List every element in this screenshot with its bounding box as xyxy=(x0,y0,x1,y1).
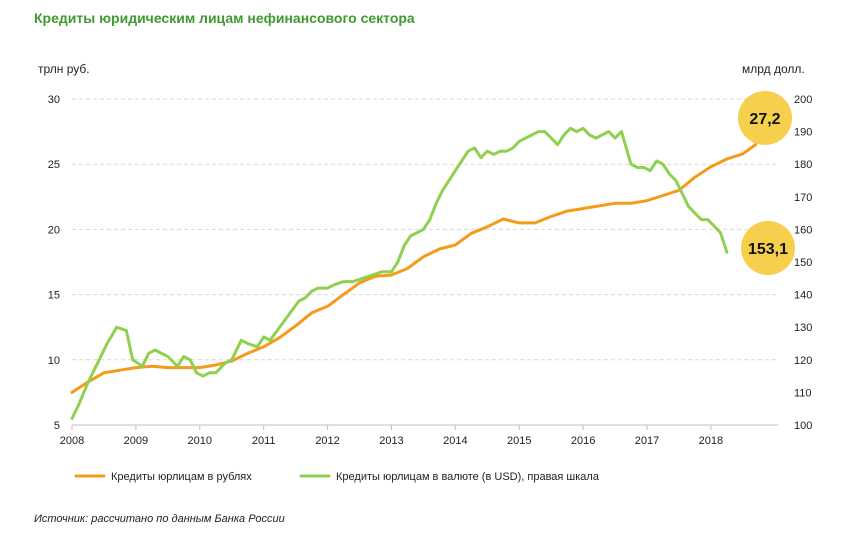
right-axis-unit: млрд долл. xyxy=(742,62,805,76)
right-tick-label: 110 xyxy=(794,387,812,399)
x-tick-label: 2016 xyxy=(571,435,595,447)
x-tick-label: 2018 xyxy=(699,435,723,447)
legend-usd-label: Кредиты юрлицам в валюте (в USD), правая… xyxy=(336,471,600,483)
x-tick-label: 2009 xyxy=(124,435,148,447)
x-tick-label: 2010 xyxy=(188,435,212,447)
left-tick-label: 5 xyxy=(54,420,60,432)
right-tick-label: 190 xyxy=(794,127,812,139)
usd-series-line xyxy=(70,126,729,420)
rub-series-line xyxy=(70,143,758,394)
left-tick-label: 25 xyxy=(48,159,60,171)
x-tick-label: 2011 xyxy=(252,435,276,447)
right-tick-label: 140 xyxy=(794,290,812,302)
x-tick-label: 2008 xyxy=(60,435,84,447)
usd-last-value-badge-label: 153,1 xyxy=(748,241,788,258)
x-tick-label: 2012 xyxy=(315,435,339,447)
left-tick-label: 30 xyxy=(48,94,60,106)
x-tick-label: 2015 xyxy=(507,435,531,447)
x-tick-label: 2017 xyxy=(635,435,659,447)
right-tick-label: 160 xyxy=(794,224,812,236)
right-tick-label: 150 xyxy=(794,257,812,269)
left-tick-label: 10 xyxy=(48,355,60,367)
left-tick-label: 15 xyxy=(48,290,60,302)
source-note: Источник: рассчитано по данным Банка Рос… xyxy=(34,513,285,525)
right-tick-label: 170 xyxy=(794,192,812,204)
x-tick-label: 2013 xyxy=(379,435,403,447)
rub-last-value-badge-label: 27,2 xyxy=(749,111,780,128)
legend-rub-label: Кредиты юрлицам в рублях xyxy=(111,471,252,483)
x-tick-label: 2014 xyxy=(443,435,467,447)
rub-last-value-badge xyxy=(738,91,792,145)
right-tick-label: 180 xyxy=(794,159,812,171)
left-tick-label: 20 xyxy=(48,224,60,236)
chart-title: Кредиты юридическим лицам нефинансового … xyxy=(34,10,415,26)
left-axis-unit: трлн руб. xyxy=(38,62,90,76)
right-tick-label: 120 xyxy=(794,355,812,367)
usd-last-value-badge xyxy=(741,221,795,275)
right-tick-label: 200 xyxy=(794,94,812,106)
right-tick-label: 100 xyxy=(794,420,812,432)
right-tick-label: 130 xyxy=(794,322,812,334)
